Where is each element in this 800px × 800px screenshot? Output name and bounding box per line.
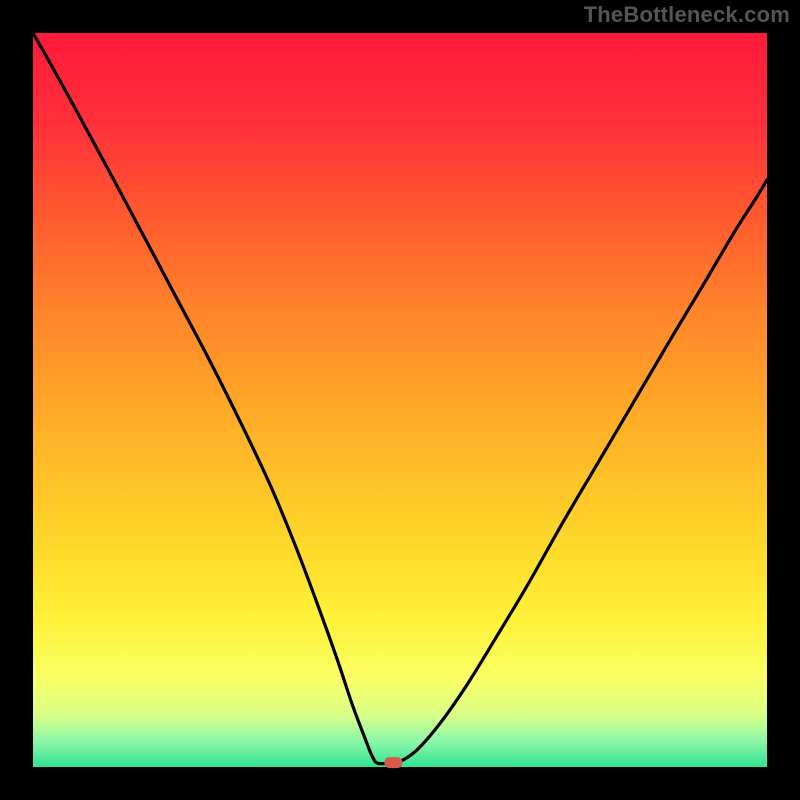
- chart-svg: [0, 0, 800, 800]
- bottleneck-marker: [384, 757, 402, 768]
- chart-stage: TheBottleneck.com: [0, 0, 800, 800]
- gradient-bg: [33, 33, 767, 767]
- watermark-text: TheBottleneck.com: [584, 2, 790, 28]
